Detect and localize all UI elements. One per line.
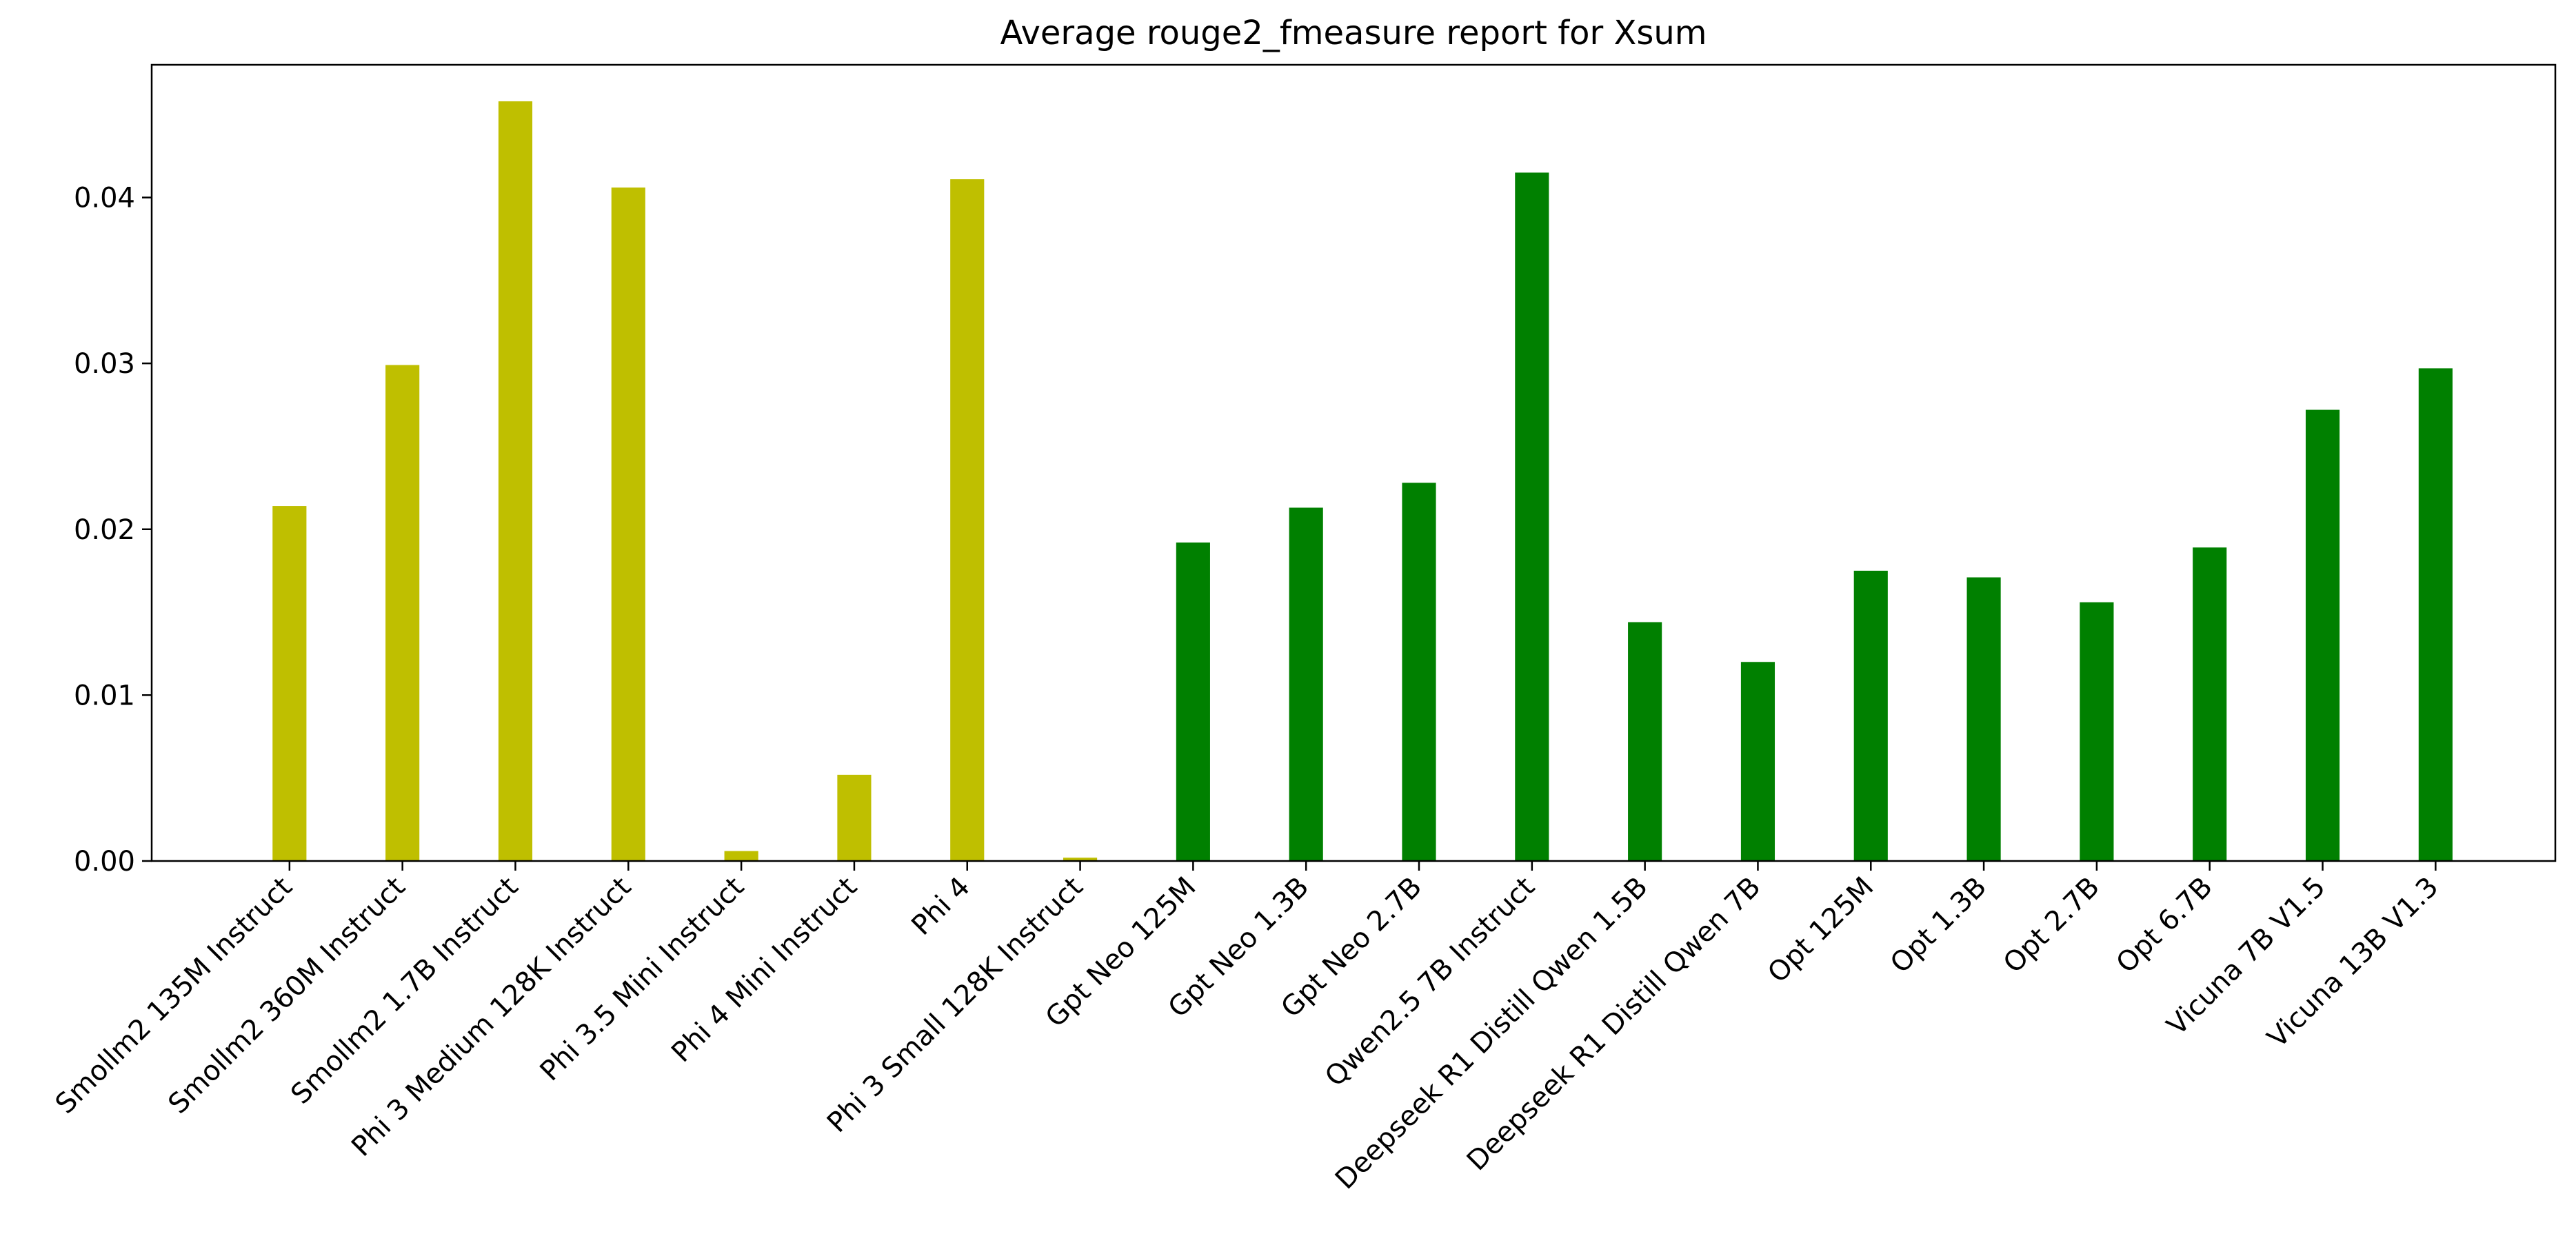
x-tick-label: Opt 2.7B xyxy=(1998,871,2106,980)
y-tick-label: 0.02 xyxy=(74,514,135,546)
y-tick-label: 0.04 xyxy=(74,183,135,214)
bar xyxy=(611,188,645,861)
x-tick-label: Opt 125M xyxy=(1762,871,1880,989)
bar xyxy=(385,365,420,861)
bars-layer xyxy=(272,101,2453,862)
y-tick-label: 0.00 xyxy=(74,846,135,878)
y-tick-label: 0.03 xyxy=(74,348,135,380)
x-tick-label: Phi 4 Mini Instruct xyxy=(665,871,863,1069)
bar xyxy=(2418,368,2453,861)
x-tick-label: Smollm2 360M Instruct xyxy=(162,871,411,1120)
bar xyxy=(1966,577,2001,861)
bar xyxy=(1402,483,1436,862)
chart-title: Average rouge2_fmeasure report for Xsum xyxy=(1000,14,1707,52)
bar xyxy=(2305,409,2340,861)
bar xyxy=(498,101,533,862)
x-tick-label: Phi 4 xyxy=(905,871,976,942)
x-tick-label: Opt 6.7B xyxy=(2111,871,2219,980)
y-axis: 0.00 0.01 0.02 0.03 0.04 xyxy=(74,183,152,878)
bar xyxy=(2193,547,2227,861)
x-tick-label: Smollm2 135M Instruct xyxy=(50,871,299,1120)
bar xyxy=(2080,602,2114,862)
bar xyxy=(1853,570,1888,861)
x-tick-label: Opt 1.3B xyxy=(1884,871,1993,980)
x-tick-label: Smollm2 1.7B Instruct xyxy=(285,871,524,1111)
x-tick-label: Qwen2.5 7B Instruct xyxy=(1319,871,1541,1093)
bar xyxy=(1628,622,1662,861)
bar xyxy=(1740,662,1775,861)
x-tick-label: Phi 3.5 Mini Instruct xyxy=(534,871,751,1088)
plot-frame xyxy=(150,63,2557,862)
bar xyxy=(1515,172,1549,861)
bar xyxy=(950,179,985,861)
bar xyxy=(1063,858,1098,861)
y-tick-label: 0.01 xyxy=(74,680,135,711)
bar xyxy=(1289,507,1323,861)
bar xyxy=(1176,543,1210,861)
bar xyxy=(837,774,872,862)
bar xyxy=(272,506,307,861)
bar xyxy=(724,851,758,861)
